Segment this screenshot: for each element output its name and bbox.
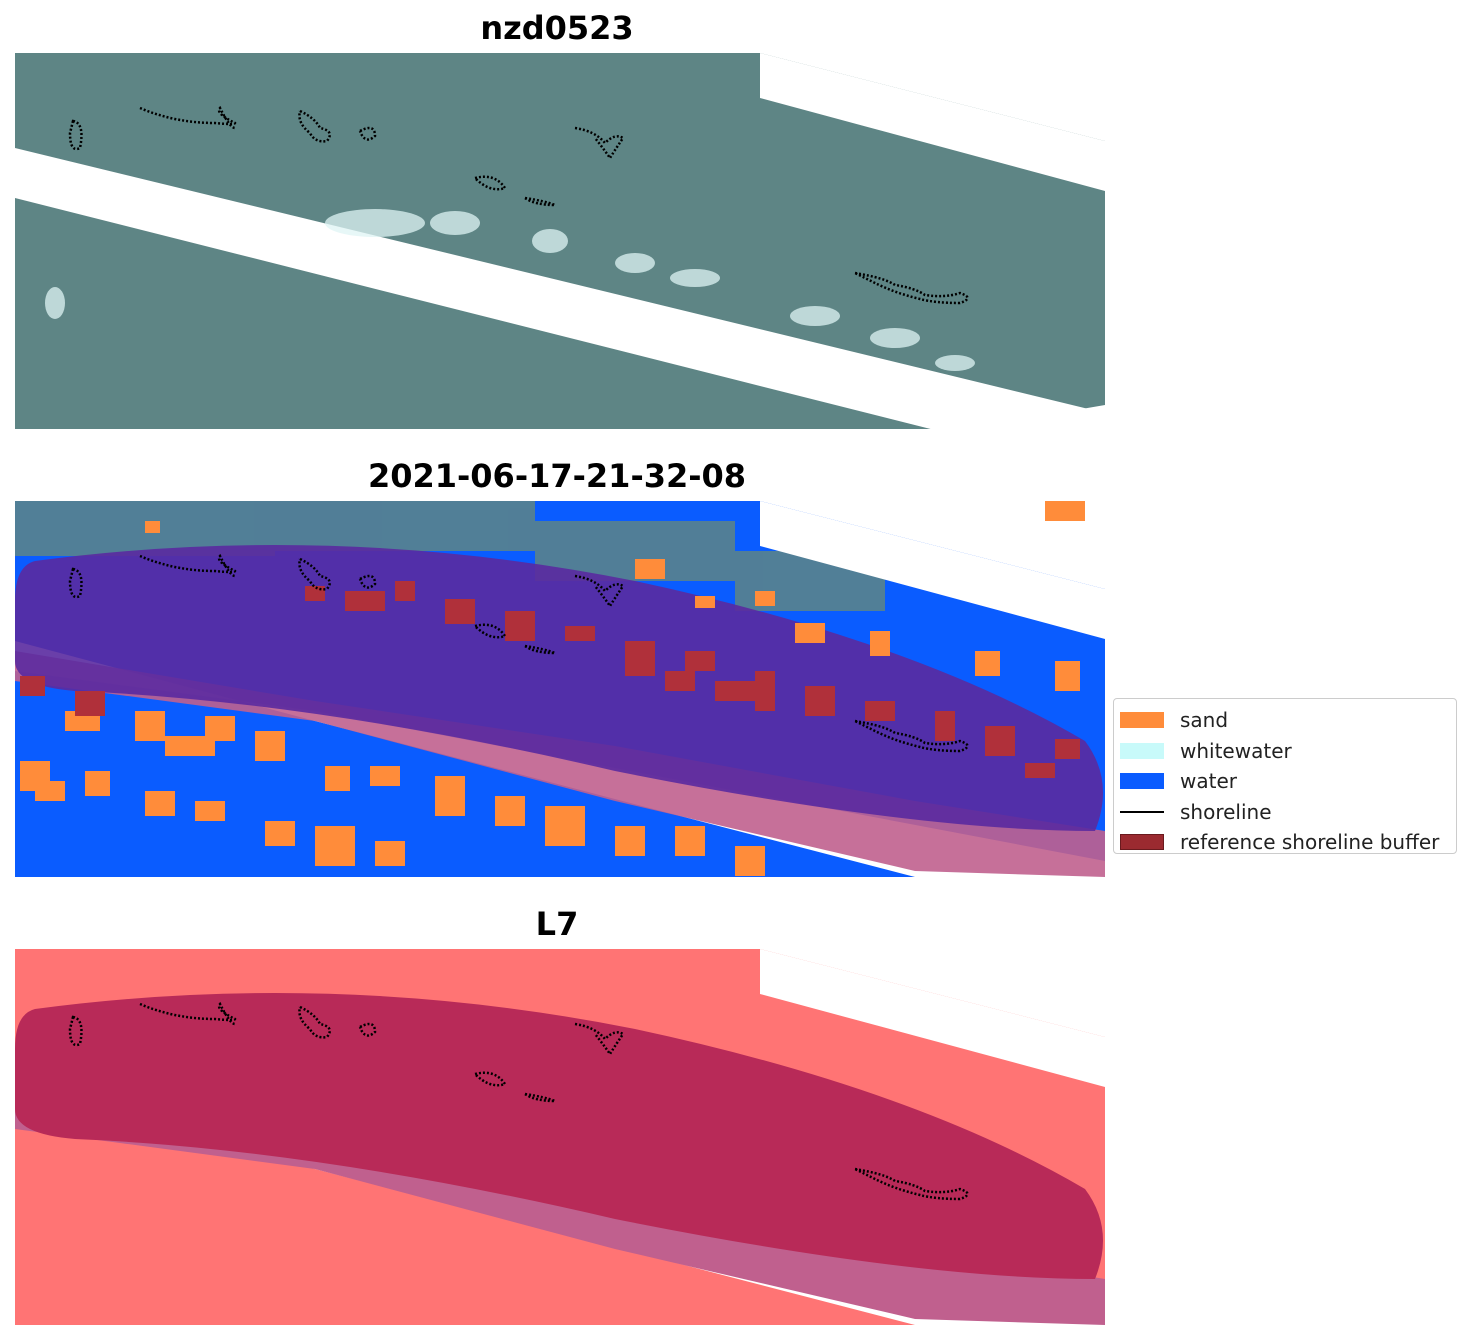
legend-item-water: water xyxy=(1120,766,1456,797)
legend-label-reference-buffer: reference shoreline buffer xyxy=(1180,830,1440,855)
legend-item-shoreline: shoreline xyxy=(1120,797,1456,828)
legend-swatch-reference-buffer xyxy=(1120,834,1164,851)
panel-title-classified: 2021-06-17-21-32-08 xyxy=(367,457,747,495)
legend-swatch-sand xyxy=(1120,712,1164,729)
whitewater-patches xyxy=(45,209,975,371)
reference-buffer-overlay xyxy=(15,545,1103,831)
shoreline-contours xyxy=(68,1001,969,1201)
nodata-band-right xyxy=(760,53,1105,191)
legend-item-whitewater: whitewater xyxy=(1120,736,1456,767)
sand-in-buffer-patches xyxy=(20,581,1080,778)
shoreline-contours xyxy=(68,105,969,305)
legend-label-whitewater: whitewater xyxy=(1180,738,1292,763)
legend-swatch-shoreline xyxy=(1120,810,1164,813)
nodata-band-right xyxy=(760,501,1105,639)
rgb-image xyxy=(15,53,1105,429)
legend: sand whitewater water shoreline referenc… xyxy=(1113,698,1457,854)
reference-buffer-overlay xyxy=(15,993,1103,1279)
classified-image-panel xyxy=(15,501,1105,877)
legend-swatch-water xyxy=(1120,773,1164,790)
panel-title-index: L7 xyxy=(535,905,579,943)
legend-label-water: water xyxy=(1180,769,1237,794)
legend-label-shoreline: shoreline xyxy=(1180,799,1272,824)
nodata-band-right xyxy=(760,949,1105,1087)
index-image xyxy=(15,949,1105,1325)
legend-swatch-whitewater xyxy=(1120,742,1164,759)
nodata-corner-bottom xyxy=(965,405,1105,429)
index-image-panel xyxy=(15,949,1105,1325)
panel-title-rgb: nzd0523 xyxy=(480,9,634,47)
nodata-band-upper xyxy=(15,148,1105,429)
legend-item-sand: sand xyxy=(1120,705,1456,736)
legend-label-sand: sand xyxy=(1180,708,1229,733)
sand-patches xyxy=(20,501,1085,876)
classified-image xyxy=(15,501,1105,877)
legend-item-reference-buffer: reference shoreline buffer xyxy=(1120,827,1456,858)
rgb-image-panel xyxy=(15,53,1105,429)
shoreline-contours xyxy=(68,553,969,753)
